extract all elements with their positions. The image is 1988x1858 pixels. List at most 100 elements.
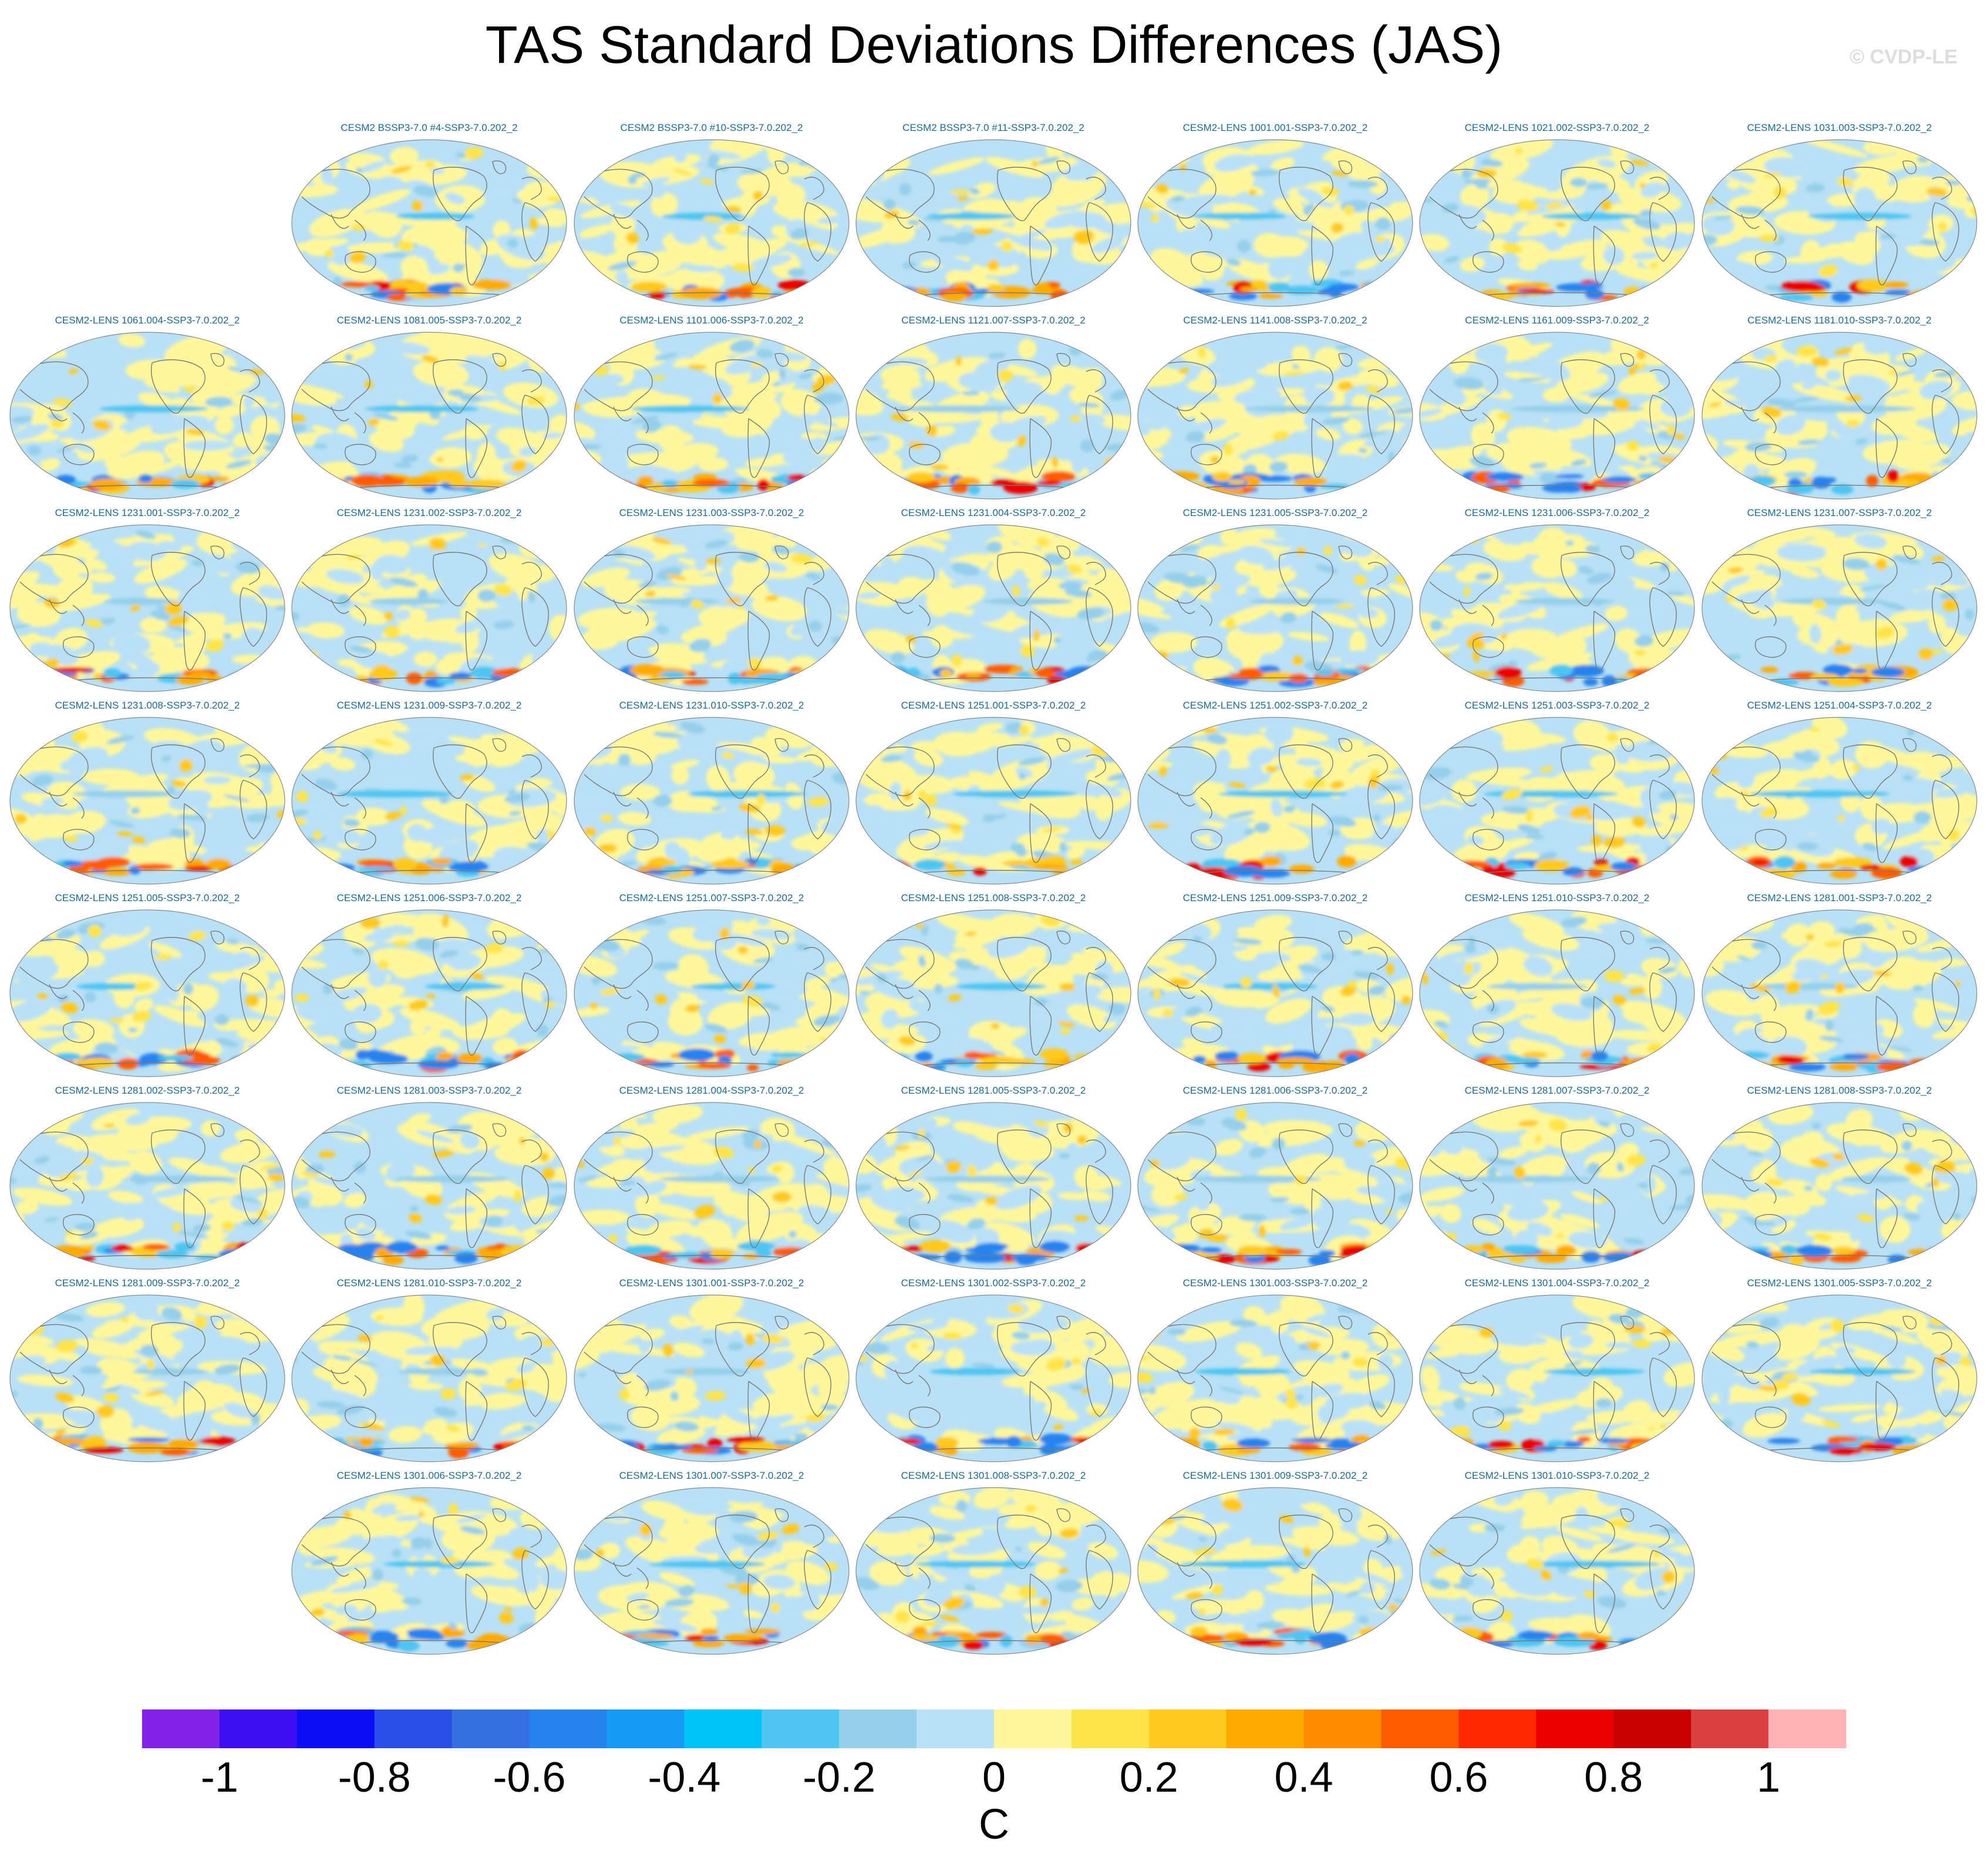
panel-title: CESM2-LENS 1281.010-SSP3-7.0.202_2 <box>336 1277 522 1289</box>
panel-title: CESM2-LENS 1281.005-SSP3-7.0.202_2 <box>901 1085 1086 1096</box>
panel-title: CESM2-LENS 1301.007-SSP3-7.0.202_2 <box>619 1470 804 1481</box>
colorbar-tick-label: 0.8 <box>1584 1754 1643 1801</box>
map-panel: CESM2-LENS 1301.007-SSP3-7.0.202_2 <box>572 1469 851 1657</box>
panel-title: CESM2-LENS 1061.004-SSP3-7.0.202_2 <box>55 315 240 326</box>
map-panel: CESM2 BSSP3-7.0 #10-SSP3-7.0.202_2 <box>572 122 851 309</box>
map-plot <box>9 1102 285 1270</box>
panel-title: CESM2-LENS 1301.005-SSP3-7.0.202_2 <box>1747 1277 1932 1289</box>
panel-title: CESM2-LENS 1231.008-SSP3-7.0.202_2 <box>55 700 240 711</box>
panel-title: CESM2-LENS 1251.010-SSP3-7.0.202_2 <box>1464 892 1650 903</box>
map-plot <box>855 1294 1131 1462</box>
panel-title: CESM2-LENS 1031.003-SSP3-7.0.202_2 <box>1747 122 1932 133</box>
colorbar-box <box>296 1709 375 1748</box>
panel-title: CESM2-LENS 1301.001-SSP3-7.0.202_2 <box>619 1277 804 1289</box>
map-plot <box>291 332 567 500</box>
map-plot <box>291 909 567 1077</box>
map-panel: CESM2-LENS 1281.008-SSP3-7.0.202_2 <box>1700 1084 1979 1272</box>
colorbar-box <box>142 1709 220 1748</box>
map-panel: CESM2-LENS 1251.008-SSP3-7.0.202_2 <box>854 892 1133 1080</box>
map-plot <box>574 909 850 1077</box>
panel-title: CESM2-LENS 1281.006-SSP3-7.0.202_2 <box>1182 1085 1368 1096</box>
map-panel: CESM2-LENS 1281.006-SSP3-7.0.202_2 <box>1136 1084 1414 1272</box>
map-panel: CESM2-LENS 1301.005-SSP3-7.0.202_2 <box>1700 1277 1979 1465</box>
panel-title: CESM2 BSSP3-7.0 #11-SSP3-7.0.202_2 <box>902 122 1084 133</box>
map-plot <box>9 717 285 885</box>
map-plot <box>574 139 850 307</box>
colorbar-box <box>1303 1709 1382 1748</box>
colorbar-box <box>1381 1709 1459 1748</box>
map-panel: CESM2-LENS 1251.005-SSP3-7.0.202_2 <box>8 892 287 1080</box>
map-plot <box>291 1487 567 1655</box>
panel-title: CESM2-LENS 1301.010-SSP3-7.0.202_2 <box>1464 1470 1650 1481</box>
map-plot <box>9 524 285 692</box>
colorbar-box <box>1071 1709 1150 1748</box>
panel-title: CESM2-LENS 1281.008-SSP3-7.0.202_2 <box>1747 1085 1932 1096</box>
panel-title: CESM2-LENS 1231.005-SSP3-7.0.202_2 <box>1182 507 1368 518</box>
panel-title: CESM2-LENS 1231.010-SSP3-7.0.202_2 <box>619 700 804 711</box>
map-plot <box>855 1487 1131 1655</box>
colorbar-box <box>1148 1709 1227 1748</box>
map-panel: CESM2-LENS 1181.010-SSP3-7.0.202_2 <box>1700 314 1979 502</box>
map-panel: CESM2-LENS 1161.009-SSP3-7.0.202_2 <box>1418 314 1696 502</box>
panel-title: CESM2-LENS 1001.001-SSP3-7.0.202_2 <box>1182 122 1368 133</box>
watermark: © CVDP-LE <box>1849 46 1957 68</box>
map-panel: CESM2-LENS 1021.002-SSP3-7.0.202_2 <box>1418 122 1696 309</box>
map-plot <box>1701 1102 1977 1270</box>
map-panel: CESM2-LENS 1301.001-SSP3-7.0.202_2 <box>572 1277 851 1465</box>
map-panel: CESM2-LENS 1251.003-SSP3-7.0.202_2 <box>1418 699 1696 887</box>
map-panel: CESM2 BSSP3-7.0 #11-SSP3-7.0.202_2 <box>854 122 1133 309</box>
panel-title: CESM2-LENS 1231.004-SSP3-7.0.202_2 <box>901 507 1086 518</box>
map-panel: CESM2-LENS 1281.007-SSP3-7.0.202_2 <box>1418 1084 1696 1272</box>
map-plot <box>855 139 1131 307</box>
map-plot <box>1419 332 1695 500</box>
colorbar-box <box>839 1709 917 1748</box>
map-plot <box>291 717 567 885</box>
map-panel: CESM2-LENS 1251.010-SSP3-7.0.202_2 <box>1418 892 1696 1080</box>
colorbar: -1 -0.8 -0.6 -0.4 -0.2 0 0.2 0.4 0.6 0.8 1 C <box>142 1709 1847 1848</box>
panel-grid: CESM2 BSSP3-7.0 #4-SSP3-7.0.202_2 CESM2 B… <box>8 122 1979 1657</box>
map-plot <box>1137 717 1413 885</box>
colorbar-box <box>1536 1709 1614 1748</box>
map-panel: CESM2-LENS 1231.009-SSP3-7.0.202_2 <box>290 699 568 887</box>
map-panel: CESM2-LENS 1251.001-SSP3-7.0.202_2 <box>854 699 1133 887</box>
map-plot <box>1137 1102 1413 1270</box>
panel-title: CESM2-LENS 1251.008-SSP3-7.0.202_2 <box>901 892 1086 903</box>
panel-title: CESM2-LENS 1181.010-SSP3-7.0.202_2 <box>1747 315 1932 326</box>
map-plot <box>1419 524 1695 692</box>
panel-title: CESM2-LENS 1251.004-SSP3-7.0.202_2 <box>1747 700 1932 711</box>
colorbar-tick-label: -0.2 <box>803 1754 875 1801</box>
map-panel: CESM2-LENS 1251.006-SSP3-7.0.202_2 <box>290 892 568 1080</box>
map-panel: CESM2-LENS 1231.003-SSP3-7.0.202_2 <box>572 507 851 694</box>
panel-title: CESM2-LENS 1231.002-SSP3-7.0.202_2 <box>336 507 522 518</box>
map-plot <box>1701 139 1977 307</box>
map-plot <box>574 524 850 692</box>
chart-title: TAS Standard Deviations Differences (JAS… <box>485 16 1503 75</box>
colorbar-box <box>1691 1709 1769 1748</box>
panel-title: CESM2-LENS 1021.002-SSP3-7.0.202_2 <box>1464 122 1650 133</box>
map-plot <box>9 332 285 500</box>
map-panel: CESM2-LENS 1121.007-SSP3-7.0.202_2 <box>854 314 1133 502</box>
map-panel: CESM2-LENS 1231.006-SSP3-7.0.202_2 <box>1418 507 1696 694</box>
map-panel: CESM2-LENS 1301.006-SSP3-7.0.202_2 <box>290 1469 568 1657</box>
map-plot <box>291 1294 567 1462</box>
map-plot <box>574 1102 850 1270</box>
map-plot <box>1419 1102 1695 1270</box>
panel-title: CESM2-LENS 1251.002-SSP3-7.0.202_2 <box>1182 700 1368 711</box>
panel-title: CESM2-LENS 1251.007-SSP3-7.0.202_2 <box>619 892 804 903</box>
panel-title: CESM2-LENS 1251.005-SSP3-7.0.202_2 <box>55 892 240 903</box>
panel-title: CESM2-LENS 1251.003-SSP3-7.0.202_2 <box>1464 700 1650 711</box>
map-panel: CESM2-LENS 1081.005-SSP3-7.0.202_2 <box>290 314 568 502</box>
panel-title: CESM2-LENS 1231.003-SSP3-7.0.202_2 <box>619 507 804 518</box>
map-plot <box>1419 909 1695 1077</box>
map-panel: CESM2-LENS 1301.002-SSP3-7.0.202_2 <box>854 1277 1133 1465</box>
panel-title: CESM2-LENS 1281.001-SSP3-7.0.202_2 <box>1747 892 1932 903</box>
map-panel: CESM2-LENS 1251.004-SSP3-7.0.202_2 <box>1700 699 1979 887</box>
colorbar-box <box>374 1709 453 1748</box>
panel-title: CESM2-LENS 1251.001-SSP3-7.0.202_2 <box>901 700 1086 711</box>
colorbar-box <box>219 1709 298 1748</box>
colorbar-box <box>1226 1709 1305 1748</box>
map-plot <box>855 524 1131 692</box>
panel-title: CESM2-LENS 1301.002-SSP3-7.0.202_2 <box>901 1277 1086 1289</box>
map-plot <box>1701 717 1977 885</box>
map-panel: CESM2-LENS 1231.004-SSP3-7.0.202_2 <box>854 507 1133 694</box>
